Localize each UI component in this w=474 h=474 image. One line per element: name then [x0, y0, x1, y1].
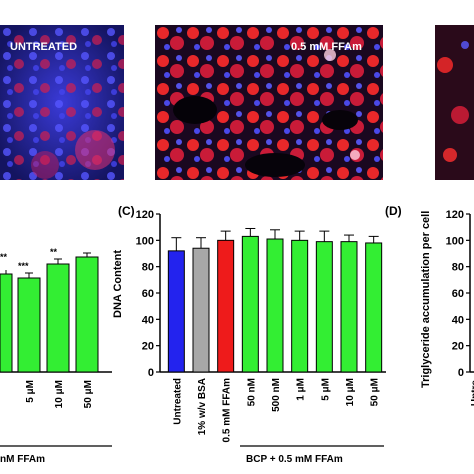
chart-d-xtick-label-0: Untre: [470, 380, 474, 407]
chart-c-ytick-label-0: 0: [148, 367, 154, 379]
micrograph-left-image: [0, 25, 124, 180]
chart-c-bar-3: [241, 235, 259, 373]
chart-c-ytick-label-4: 80: [142, 262, 154, 274]
chart-c-ytick-label-6: 120: [136, 209, 154, 221]
chart-d-ytick-label-0: 120: [446, 209, 464, 221]
micrograph-right: [435, 25, 474, 180]
chart-d-ytick-label-1: 100: [446, 235, 464, 247]
chart-c-xtick-label-3: 50 nM: [246, 378, 257, 406]
chart-c-ylabel: DNA Content: [112, 249, 124, 318]
chart-c-xtick-label-4: 500 nM: [271, 378, 282, 412]
left-group-label: nM FFAm: [0, 454, 45, 465]
chart-d-ytick-label-4: 40: [452, 314, 464, 326]
chart-c-ytick-label-1: 20: [142, 341, 154, 353]
chart-c-group-label: BCP + 0.5 mM FFAm: [246, 454, 343, 465]
chart-c-xtick-label-2: 0.5 mM FFAm: [222, 378, 233, 443]
micrograph-middle: 0.5 mM FFAm: [155, 25, 383, 180]
left-fragment-bars: [0, 252, 112, 373]
chart-d-ytick-label-3: 60: [452, 288, 464, 300]
chart-c-bar-6: [315, 241, 333, 373]
sig-marker-3: **: [50, 247, 58, 257]
chart-c-bar-1: [192, 247, 210, 373]
chart-c-ytick-label-5: 100: [136, 235, 154, 247]
micrograph-label-untreated: UNTREATED: [10, 41, 78, 53]
left-tick-5um: 5 μM: [25, 380, 36, 403]
left-bar-1: [0, 273, 13, 373]
panel-letter-c: (C): [118, 204, 135, 218]
left-fragment-chart: ** *** ** 5 μM 10 μM 50 μM: [0, 247, 112, 447]
chart-c-xtick-label-8: 50 μM: [370, 378, 381, 406]
chart-d-ylabel: Triglyceride accumulation per cell: [420, 210, 432, 388]
chart-c-xtick-label-6: 5 μM: [320, 378, 331, 401]
chart-c-xtick-label-5: 1 μM: [296, 378, 307, 401]
chart-c-xtick-label-7: 10 μM: [345, 378, 356, 406]
chart-d-ytick-label-5: 20: [452, 341, 464, 353]
sig-marker-2: ***: [18, 261, 29, 271]
left-tick-50um: 50 μM: [83, 380, 94, 408]
chart-c-xtick-label-0: Untreated: [172, 378, 183, 425]
chart-c-xtick-label-1: 1% w/v BSA: [197, 378, 208, 435]
chart-c-bar-2: [217, 239, 235, 373]
micrograph-label-ffam: 0.5 mM FFAm: [291, 41, 362, 53]
chart-d-ytick-label-6: 0: [458, 367, 464, 379]
chart-c-bar-8: [365, 242, 383, 373]
sig-marker-1: **: [0, 252, 8, 262]
left-bar-5um: [17, 277, 41, 373]
chart-c-ytick-label-2: 40: [142, 314, 154, 326]
chart-c-bar-7: [340, 241, 358, 373]
left-bar-10um: [46, 263, 70, 373]
micrograph-right-image: [435, 25, 474, 180]
chart-c-bar-5: [291, 239, 309, 373]
chart-c-bar-4: [266, 238, 284, 373]
left-bar-50um: [75, 256, 99, 373]
micrograph-middle-image: [155, 25, 383, 180]
chart-d-fragment: 120100806040200Untre1: [446, 209, 474, 407]
chart-c: 0 20 40 60 80 100 120 Untreated 1% w/v BSA 0.5 mM…: [136, 209, 386, 447]
chart-c-ytick-label-3: 60: [142, 288, 154, 300]
chart-c-bar-0: [167, 250, 185, 373]
left-tick-10um: 10 μM: [54, 380, 65, 408]
panel-letter-d: (D): [385, 204, 402, 218]
chart-d-ytick-label-2: 80: [452, 262, 464, 274]
micrograph-left: UNTREATED: [0, 25, 124, 180]
